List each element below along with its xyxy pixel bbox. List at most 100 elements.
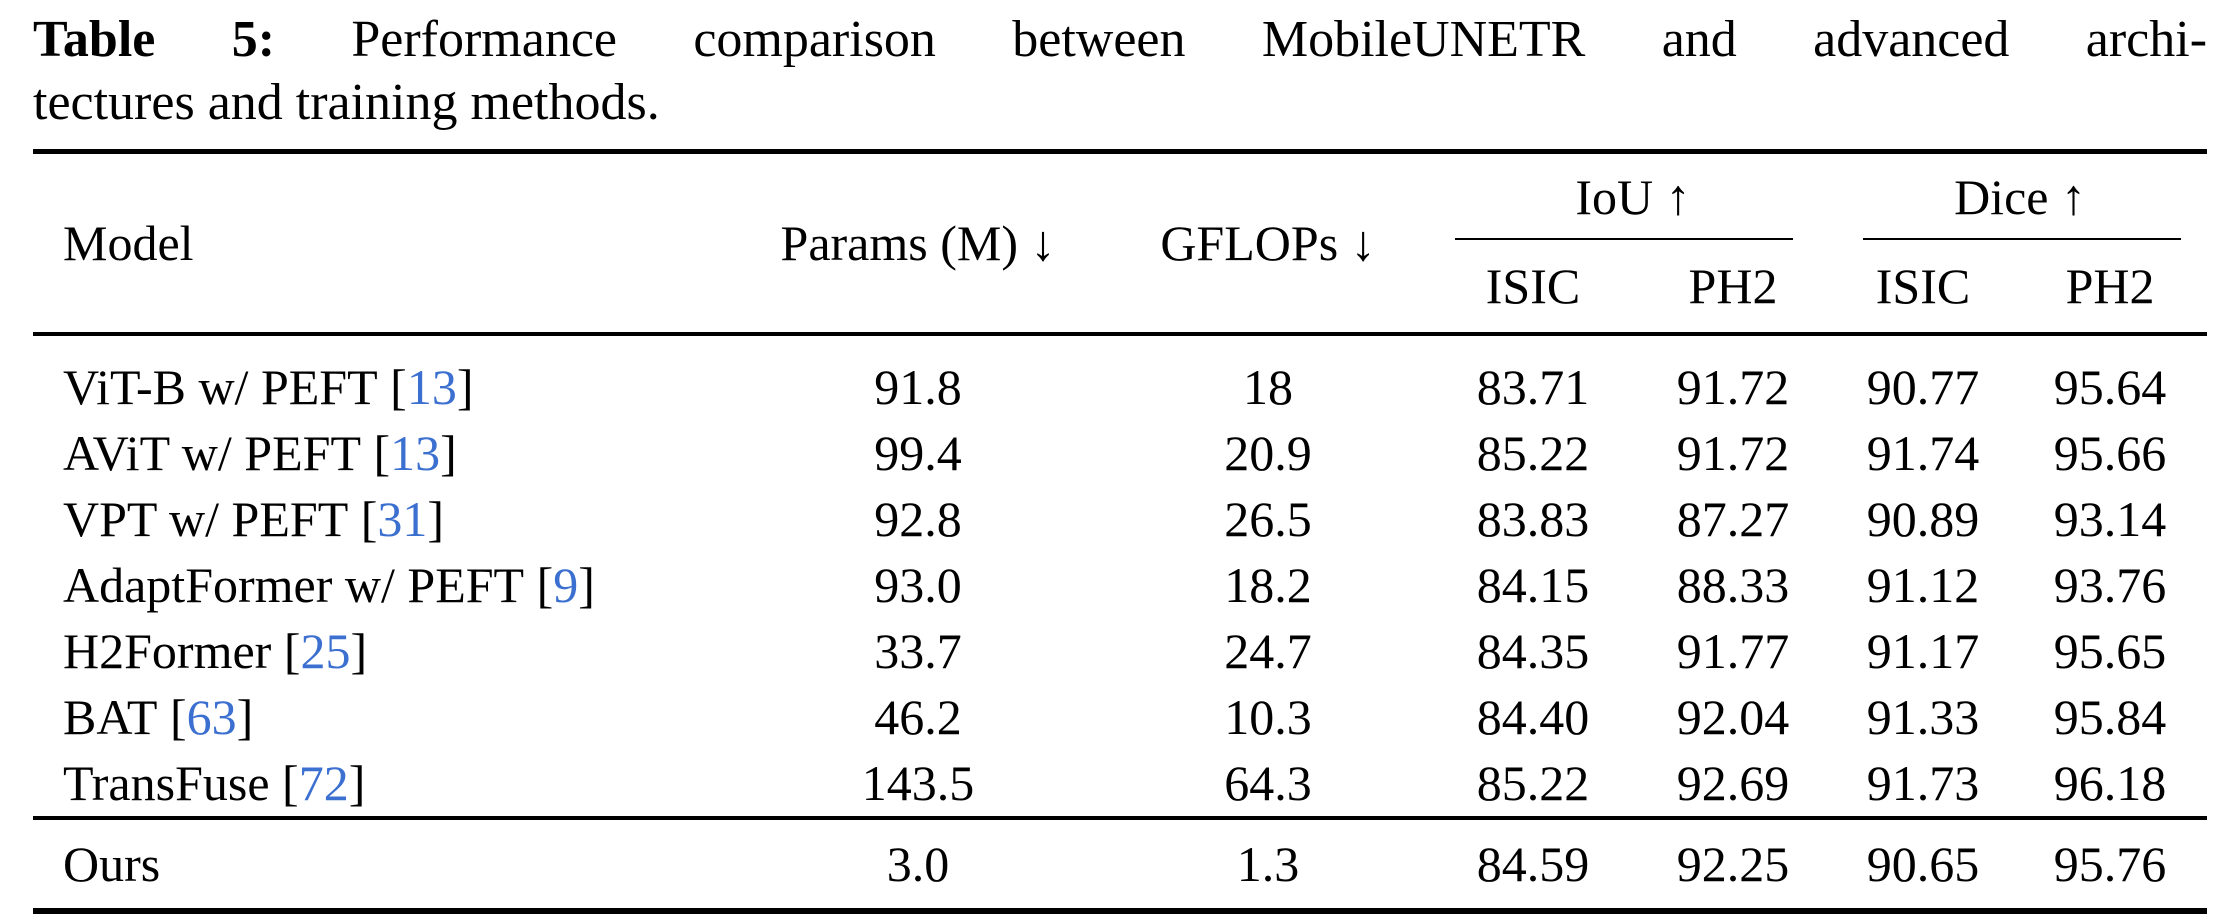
cell-iou-isic: 84.40 [1476, 688, 1590, 745]
cell-iou-ph2: 88.33 [1676, 556, 1790, 613]
table-row: ViT-B w/ PEFT [13] 91.8 18 83.71 91.72 9… [33, 334, 2207, 420]
cell-dice-isic: 91.12 [1866, 556, 1980, 613]
model-name: ViT-B w/ PEFT [63, 358, 378, 415]
cell-iou-isic: 83.83 [1476, 490, 1590, 547]
cell-iou-ph2: 91.72 [1676, 358, 1790, 415]
cell-model: AViT w/ PEFT [13] [33, 420, 733, 486]
col-header-params: Params (M) ↓ [733, 148, 1103, 336]
cell-iou-ph2: 92.69 [1676, 754, 1790, 811]
model-name: TransFuse [63, 754, 270, 811]
cell-iou-ph2: 91.72 [1676, 424, 1790, 481]
cell-dice-ph2: 93.76 [2053, 556, 2167, 613]
cell-params: 33.7 [874, 622, 962, 679]
cell-iou-isic: 83.71 [1476, 358, 1590, 415]
cell-gflops: 18.2 [1224, 556, 1312, 613]
cell-iou-ph2: 92.04 [1676, 688, 1790, 745]
dice-group-label: Dice ↑ [1954, 168, 2086, 225]
cell-dice-ph2: 95.65 [2053, 622, 2167, 679]
table-caption: Table 5: Performance comparison between … [33, 8, 2207, 135]
cell-params: 93.0 [874, 556, 962, 613]
cell-iou-isic: 84.15 [1476, 556, 1590, 613]
model-name: AViT w/ PEFT [63, 424, 361, 481]
cell-params: 99.4 [874, 424, 962, 481]
cell-gflops: 10.3 [1224, 688, 1312, 745]
citation: [31] [348, 490, 445, 547]
model-name: Ours [63, 835, 161, 892]
cell-gflops: 1.3 [1103, 815, 1433, 914]
cell-params: 46.2 [874, 688, 962, 745]
col-header-dice-group: Dice ↑ [1833, 148, 2208, 240]
citation-link[interactable]: 13 [406, 358, 457, 415]
cell-iou-isic: 84.35 [1476, 622, 1590, 679]
cell-iou-isic: 84.59 [1433, 815, 1633, 914]
citation-link[interactable]: 25 [300, 622, 351, 679]
citation: [25] [271, 622, 368, 679]
cell-dice-isic: 91.17 [1866, 622, 1980, 679]
ours-row: Ours 3.0 1.3 84.59 92.25 90.65 95.76 [33, 815, 2208, 914]
cell-params: 3.0 [733, 815, 1103, 914]
citation: [9] [524, 556, 595, 613]
subcol-header-iou-isic: ISIC [1433, 239, 1633, 336]
cell-dice-ph2: 93.14 [2053, 490, 2167, 547]
citation: [72] [269, 754, 366, 811]
table-row: H2Former [25] 33.7 24.7 84.35 91.77 91.1… [33, 618, 2207, 684]
cell-iou-isic: 85.22 [1476, 754, 1590, 811]
subcol-header-iou-ph2: PH2 [1633, 239, 1834, 336]
cell-iou-ph2: 91.77 [1676, 622, 1790, 679]
cell-dice-isic: 90.77 [1866, 358, 1980, 415]
cell-gflops: 24.7 [1224, 622, 1312, 679]
cell-model: TransFuse [72] [33, 750, 733, 818]
cell-gflops: 64.3 [1224, 754, 1312, 811]
caption-text: Performance comparison between MobileUNE… [351, 11, 2208, 68]
citation-link[interactable]: 9 [553, 556, 579, 613]
cell-dice-isic: 91.74 [1866, 424, 1980, 481]
cell-dice-isic: 91.73 [1866, 754, 1980, 811]
cell-dice-ph2: 95.76 [2013, 815, 2208, 914]
table-row: TransFuse [72] 143.5 64.3 85.22 92.69 91… [33, 750, 2207, 818]
cell-dice-isic: 91.33 [1866, 688, 1980, 745]
cell-iou-ph2: 87.27 [1676, 490, 1790, 547]
caption-label: Table 5: [33, 11, 276, 68]
citation-link[interactable]: 13 [390, 424, 441, 481]
model-name: VPT w/ PEFT [63, 490, 349, 547]
model-name: BAT [63, 688, 158, 745]
table-row: AViT w/ PEFT [13] 99.4 20.9 85.22 91.72 … [33, 420, 2207, 486]
citation: [13] [377, 358, 474, 415]
cell-model: BAT [63] [33, 684, 733, 750]
table-row: VPT w/ PEFT [31] 92.8 26.5 83.83 87.27 9… [33, 486, 2207, 552]
cell-params: 92.8 [874, 490, 962, 547]
cell-model: H2Former [25] [33, 618, 733, 684]
cell-iou-isic: 85.22 [1476, 424, 1590, 481]
iou-group-label: IoU ↑ [1575, 168, 1691, 225]
cell-dice-isic: 90.89 [1866, 490, 1980, 547]
subcol-header-dice-isic: ISIC [1833, 239, 2014, 336]
table-row: AdaptFormer w/ PEFT [9] 93.0 18.2 84.15 … [33, 552, 2207, 618]
iou-cmidrule [1455, 237, 1794, 240]
cell-dice-ph2: 96.18 [2053, 754, 2167, 811]
subcol-header-dice-ph2: PH2 [2013, 239, 2208, 336]
citation: [63] [157, 688, 254, 745]
citation-link[interactable]: 63 [186, 688, 237, 745]
comparison-table: Model Params (M) ↓ GFLOPs ↓ IoU ↑ Dice ↑… [33, 148, 2208, 914]
cell-model: VPT w/ PEFT [31] [33, 486, 733, 552]
cell-gflops: 26.5 [1224, 490, 1312, 547]
cell-model: ViT-B w/ PEFT [13] [33, 334, 733, 420]
citation-link[interactable]: 31 [377, 490, 428, 547]
cell-dice-ph2: 95.66 [2053, 424, 2167, 481]
cell-gflops: 18 [1243, 358, 1293, 415]
cell-model: Ours [33, 815, 733, 914]
model-name: AdaptFormer w/ PEFT [63, 556, 525, 613]
cell-dice-isic: 90.65 [1833, 815, 2014, 914]
caption-line2: tectures and training methods. [33, 74, 660, 132]
table-row: BAT [63] 46.2 10.3 84.40 92.04 91.33 95.… [33, 684, 2207, 750]
cell-params: 143.5 [861, 754, 975, 811]
citation-link[interactable]: 72 [298, 754, 349, 811]
model-name: H2Former [63, 622, 272, 679]
cell-dice-ph2: 95.84 [2053, 688, 2167, 745]
col-header-model: Model [33, 148, 733, 336]
col-header-iou-group: IoU ↑ [1433, 148, 1834, 240]
dice-cmidrule [1863, 237, 2182, 240]
cell-gflops: 20.9 [1224, 424, 1312, 481]
col-header-gflops: GFLOPs ↓ [1103, 148, 1433, 336]
